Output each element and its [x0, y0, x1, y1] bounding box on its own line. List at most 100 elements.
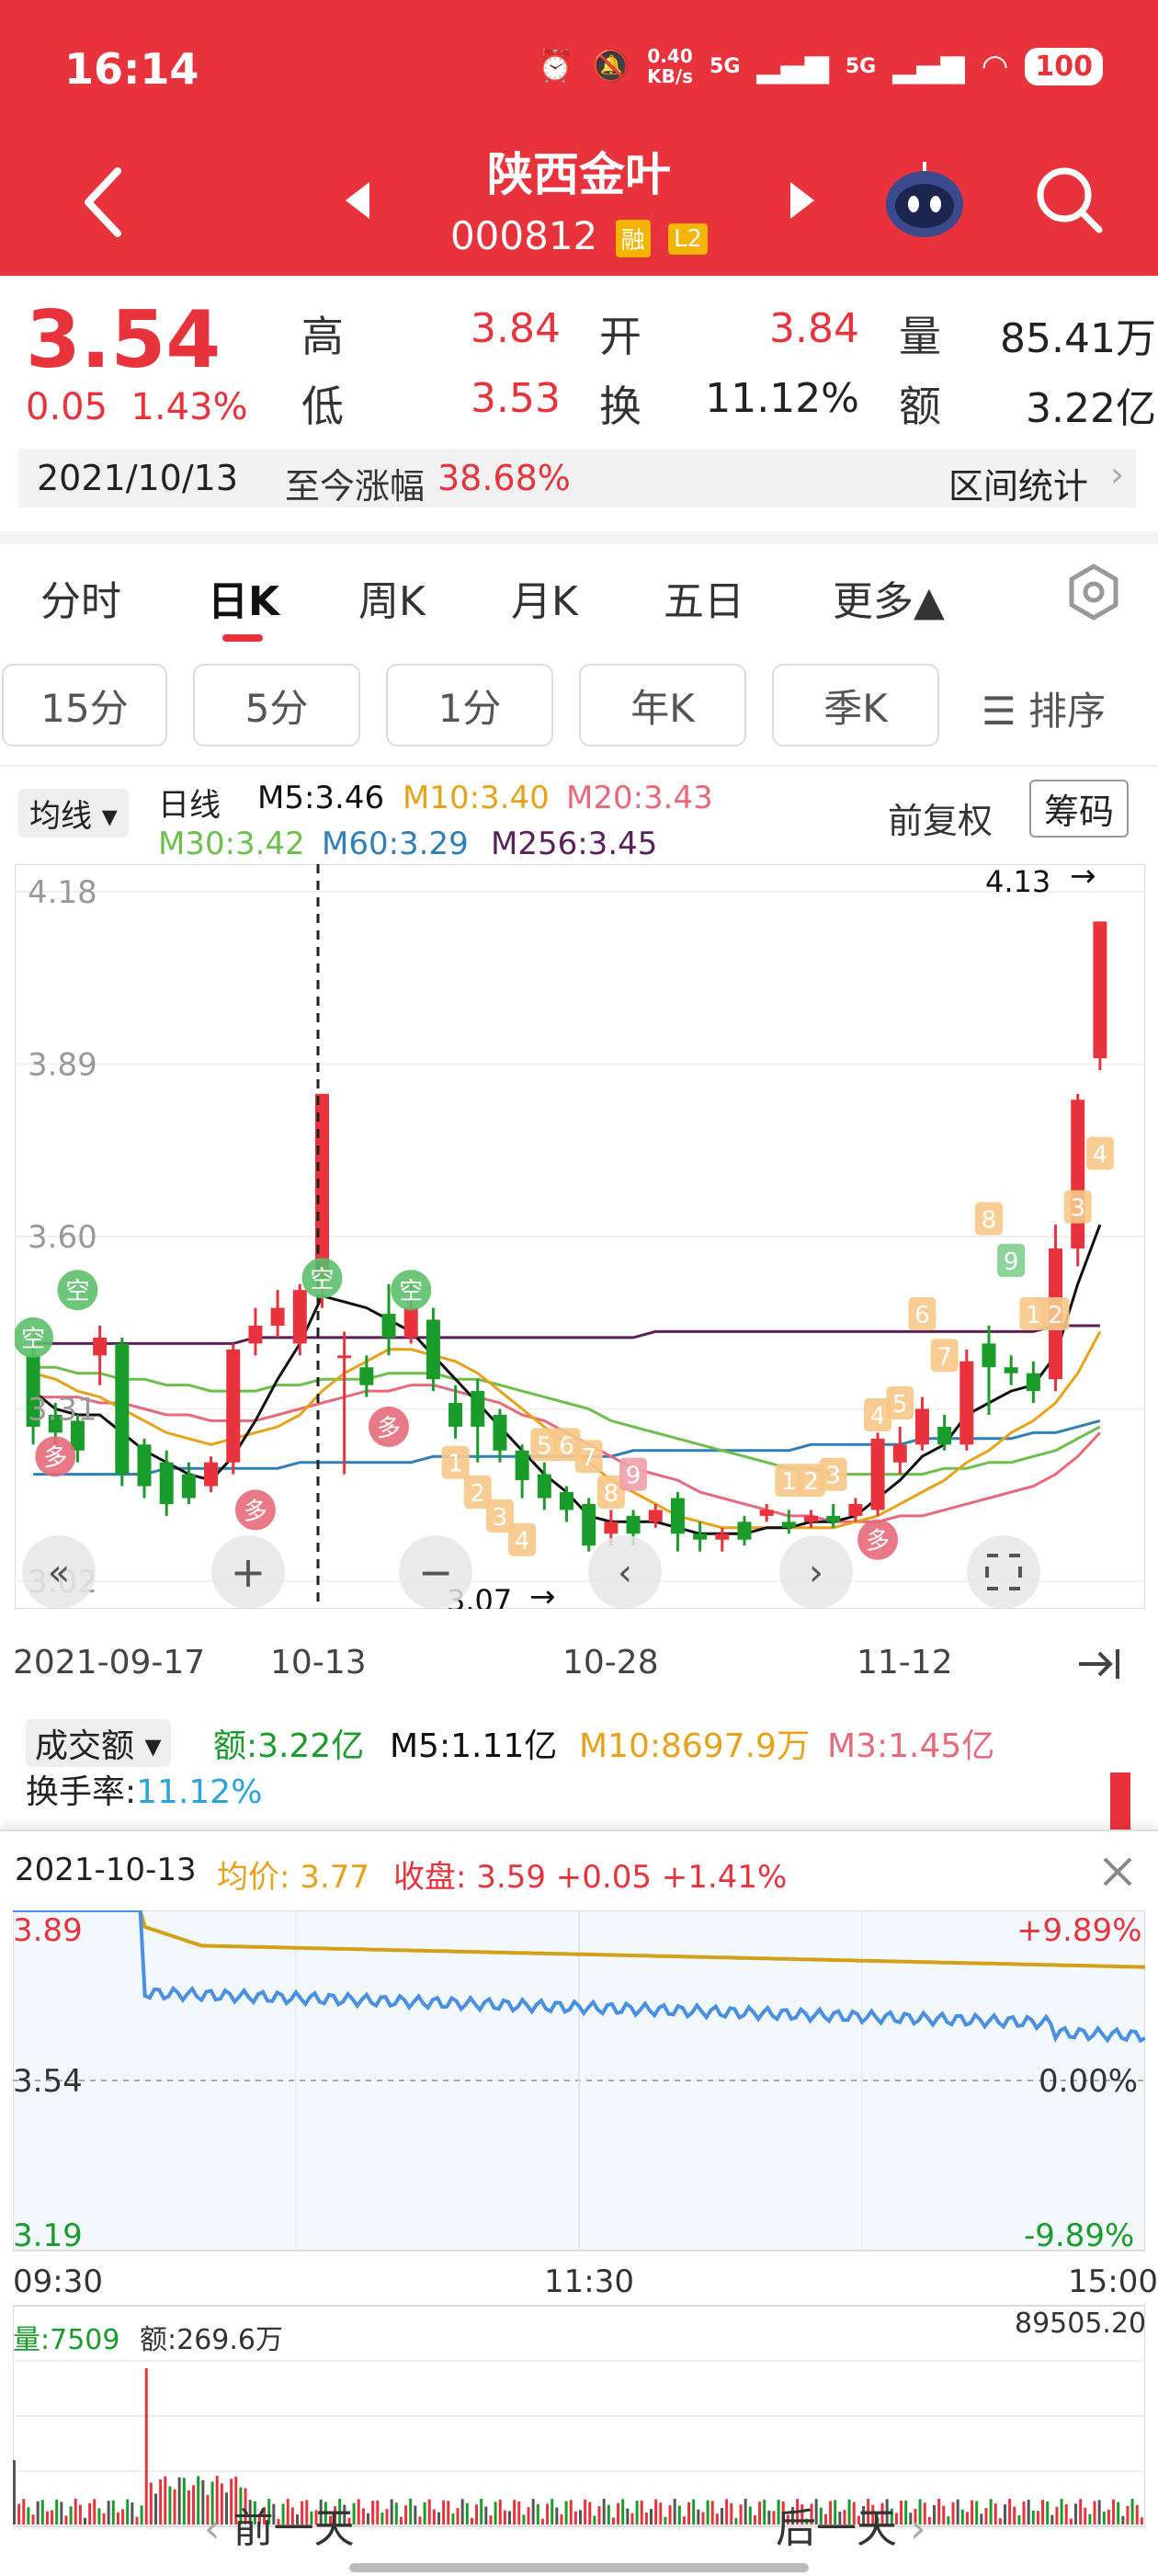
- intraday-y-mid: 3.54: [13, 2063, 83, 2100]
- subtab-yearly-k[interactable]: 年K: [579, 664, 746, 747]
- volume-bar: [857, 2515, 860, 2525]
- high-value: 3.84: [471, 305, 561, 352]
- volume-bar: [1084, 2507, 1087, 2525]
- prev-day-button[interactable]: ‹ 前一天: [204, 2505, 355, 2552]
- gain-value: 38.68%: [437, 458, 571, 498]
- robot-assistant-icon[interactable]: [880, 156, 969, 245]
- signal-marker: 5: [530, 1428, 559, 1462]
- ma10-value: M10:3.40: [403, 780, 550, 816]
- tab-intraday[interactable]: 分时: [40, 578, 121, 625]
- volume-bar: [1126, 2505, 1130, 2525]
- prev-candle-button[interactable]: ‹: [588, 1535, 662, 1609]
- divider: [0, 531, 1158, 544]
- sort-button[interactable]: ☰ 排序: [982, 689, 1107, 734]
- candle: [26, 1343, 40, 1445]
- scroll-left-button[interactable]: «: [22, 1535, 96, 1609]
- next-candle-button[interactable]: ›: [779, 1535, 853, 1609]
- volume-bar: [503, 2510, 506, 2525]
- volume-bar: [852, 2502, 856, 2525]
- volume-bar: [626, 2508, 630, 2525]
- volume-bar: [272, 2503, 276, 2525]
- subtab-5min[interactable]: 5分: [193, 664, 360, 747]
- intraday-chart[interactable]: [13, 1910, 1145, 2554]
- date-label-1: 2021-09-17: [13, 1644, 206, 1681]
- svg-text:3: 3: [825, 1463, 841, 1490]
- volume-bar: [914, 2509, 917, 2525]
- volume-bar: [484, 2506, 488, 2525]
- chip-button[interactable]: 筹码: [1029, 780, 1130, 838]
- ma256-value: M256:3.45: [491, 826, 658, 862]
- alarm-icon: ⏰: [536, 48, 575, 85]
- subtab-15min[interactable]: 15分: [2, 664, 167, 747]
- tab-more[interactable]: 更多▲: [833, 578, 945, 625]
- close-price: 收盘: 3.59 +0.05 +1.41%: [393, 1859, 788, 1896]
- tab-five-day[interactable]: 五日: [664, 578, 744, 625]
- signal-marker: 2: [463, 1476, 492, 1510]
- zoom-out-button[interactable]: −: [399, 1535, 472, 1609]
- indicator-selector[interactable]: 均线 ▾: [18, 789, 129, 838]
- svg-text:7: 7: [581, 1444, 596, 1472]
- avg-price: 均价: 3.77: [217, 1859, 369, 1896]
- zoom-in-button[interactable]: +: [211, 1535, 285, 1609]
- volume-bar: [894, 2513, 898, 2525]
- next-stock-icon[interactable]: [787, 180, 818, 221]
- tab-weekly-k[interactable]: 周K: [358, 578, 426, 625]
- svg-text:2: 2: [1048, 1302, 1063, 1329]
- interval-stats-button[interactable]: 区间统计: [948, 466, 1089, 507]
- ma5-value: M5:3.46: [257, 780, 385, 816]
- fullscreen-button[interactable]: [967, 1535, 1040, 1609]
- subtab-1min[interactable]: 1分: [386, 664, 553, 747]
- volume-bar: [338, 2499, 342, 2525]
- volume-bar: [904, 2500, 908, 2525]
- volume-bar: [951, 2502, 955, 2525]
- subtab-quarterly-k[interactable]: 季K: [772, 664, 939, 747]
- volume-bar: [442, 2500, 446, 2525]
- y-axis-label: 3.89: [28, 1047, 97, 1084]
- volume-selector[interactable]: 成交额 ▾: [26, 1719, 171, 1767]
- volume-bar: [126, 2499, 130, 2525]
- intraday-date: 2021-10-13: [15, 1852, 197, 1888]
- close-icon[interactable]: [1099, 1853, 1136, 1890]
- candle: [515, 1444, 529, 1499]
- gain-label: 至今涨幅: [285, 466, 426, 507]
- tab-monthly-k[interactable]: 月K: [511, 578, 578, 625]
- intraday-pct-bot: -9.89%: [1024, 2217, 1135, 2254]
- max-price-label: 4.13: [985, 864, 1050, 899]
- next-day-button[interactable]: 后一天 ›: [776, 2505, 926, 2552]
- back-icon[interactable]: [81, 165, 127, 239]
- volume-bar: [715, 2513, 719, 2525]
- volume-bar: [17, 2503, 21, 2525]
- volume-bar: [1074, 2503, 1077, 2525]
- volume-bar: [998, 2518, 1002, 2525]
- volume-bar: [361, 2508, 365, 2525]
- volume-bar: [710, 2501, 714, 2525]
- intraday-volume-bars: [13, 2368, 1143, 2525]
- tab-daily-k[interactable]: 日K: [208, 578, 280, 625]
- volume-bar: [1093, 2501, 1096, 2525]
- ma60-value: M60:3.29: [322, 826, 469, 862]
- volume-bar: [838, 2511, 842, 2525]
- volume-bar: [116, 2512, 119, 2525]
- ma20-value: M20:3.43: [566, 780, 713, 816]
- volume-bar: [447, 2501, 450, 2525]
- volume-amount: 额:3.22亿: [213, 1727, 365, 1765]
- adjust-mode[interactable]: 前复权: [888, 801, 993, 841]
- interval-bar[interactable]: 2021/10/13 至今涨幅 38.68% 区间统计 ›: [18, 449, 1136, 507]
- settings-hexagon-icon[interactable]: [1064, 563, 1123, 621]
- search-icon[interactable]: [1033, 164, 1107, 237]
- ma-type: 日线: [158, 787, 221, 824]
- prev-stock-icon[interactable]: [342, 180, 373, 221]
- active-tab-indicator: [222, 634, 263, 642]
- volume-bar: [984, 2507, 988, 2525]
- volume-bar: [573, 2511, 577, 2525]
- candle: [70, 1414, 85, 1463]
- volume-bar: [673, 2499, 676, 2525]
- jump-latest-icon[interactable]: [1073, 1640, 1125, 1686]
- signal-icon-1: ▂▄▆: [756, 48, 829, 85]
- high-label: 高: [301, 312, 344, 361]
- volume-bar: [1112, 2499, 1116, 2525]
- intraday-y-bot: 3.19: [13, 2217, 83, 2254]
- kline-chart[interactable]: 4.183.893.603.313.02 4.13 → 3.07 → 空空空空多…: [15, 864, 1145, 1609]
- date-label-3: 10-28: [562, 1644, 659, 1681]
- candle: [648, 1503, 663, 1528]
